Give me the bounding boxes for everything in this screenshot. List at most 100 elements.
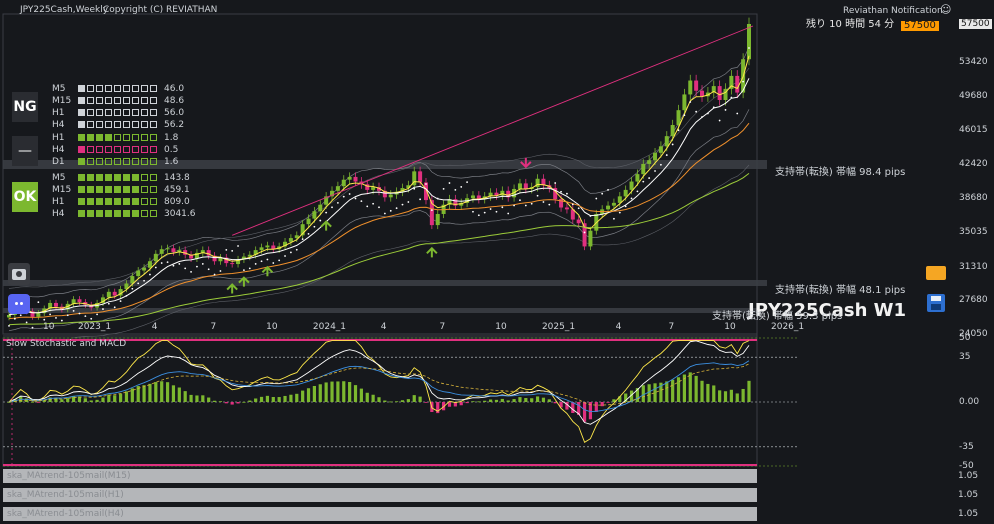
macd-histogram-bar (283, 395, 287, 402)
ma-long-line (8, 172, 750, 326)
osc-tick-label: 35 (959, 352, 971, 363)
candle-body (365, 184, 370, 190)
macd-histogram-bar (171, 385, 176, 402)
sar-dot (618, 211, 621, 214)
price-tick-label: 38680 (959, 193, 988, 204)
sar-dot (613, 217, 615, 220)
sar-dot (689, 101, 692, 103)
macd-histogram-bar (348, 382, 352, 402)
candle-body (159, 249, 164, 254)
macd-histogram-bar (124, 391, 129, 402)
macd-histogram-bar (618, 396, 622, 402)
sar-dot (266, 258, 269, 261)
candle-body (353, 176, 358, 182)
candle-body (142, 267, 147, 271)
candle (124, 280, 129, 293)
ok-row-squares (78, 210, 157, 217)
candle-body (388, 194, 393, 198)
sar-dot (724, 109, 727, 111)
macd-histogram-bar (653, 383, 657, 402)
candle-body (118, 289, 123, 296)
candle-body (330, 190, 335, 197)
candle-body (658, 146, 663, 153)
sar-dot (360, 200, 363, 202)
sar-dot (507, 212, 510, 215)
sar-dot (49, 313, 52, 316)
sar-dot (295, 248, 298, 251)
macd-histogram-bar (254, 398, 258, 402)
time-tick-label: 4 (615, 322, 622, 332)
candle-body (653, 152, 658, 161)
candle-body (200, 250, 205, 253)
macd-histogram-bar (383, 400, 387, 402)
macd-histogram-bar (723, 391, 728, 402)
candle (694, 74, 699, 97)
candle (570, 205, 575, 224)
sar-dot (489, 208, 492, 210)
camera-icon[interactable] (8, 263, 30, 285)
candle-body (617, 196, 622, 203)
indicator-label-m15: ska_MAtrend-105mail(M15) (7, 471, 131, 481)
candle (582, 219, 587, 251)
sar-dot (178, 263, 181, 265)
sar-dot (307, 232, 310, 235)
candle-body (676, 110, 681, 126)
macd-histogram-bar (659, 382, 663, 402)
sar-dot (19, 314, 22, 317)
ng-row-squares (78, 97, 157, 104)
candle (388, 190, 393, 202)
macd-histogram-bar (641, 385, 645, 402)
macd-histogram-bar (195, 395, 199, 402)
macd-histogram-bar (647, 384, 651, 402)
candle (200, 246, 205, 257)
candle (341, 175, 346, 191)
time-tick-label: 7 (668, 322, 675, 332)
macd-histogram-bar (400, 400, 405, 402)
candle (382, 186, 387, 202)
folder-icon[interactable] (926, 266, 946, 280)
candle (194, 249, 199, 263)
sar-dot (460, 186, 463, 188)
candle (171, 244, 176, 256)
candle-body (476, 195, 481, 200)
candle (470, 191, 475, 203)
sar-dot (213, 273, 216, 276)
ng-row-value: 56.0 (164, 108, 185, 118)
price-tick-label: 31310 (959, 261, 988, 272)
candle (676, 104, 681, 131)
sar-dot (119, 300, 122, 303)
sar-dot (665, 154, 668, 156)
sar-dot (219, 270, 222, 272)
discord-icon[interactable] (8, 294, 30, 314)
macd-histogram-bar (676, 377, 681, 402)
macd-histogram-bar (459, 402, 463, 406)
sar-dot (524, 204, 527, 207)
sar-dot (72, 309, 75, 312)
indicator-value-h4: 1.05 (958, 509, 979, 519)
macd-histogram-bar (183, 391, 187, 402)
macd-histogram-bar (259, 396, 264, 402)
sar-dot (366, 205, 369, 208)
save-icon[interactable] (927, 294, 945, 312)
candle (118, 285, 123, 299)
macd-histogram-bar (541, 397, 546, 402)
candle (735, 70, 740, 99)
time-tick-label: 2026_1 (771, 322, 805, 332)
macd-histogram-bar (265, 395, 270, 402)
symbol-title: JPY225Cash,Weekly (20, 5, 109, 15)
subwindow-title: Slow Stochastic and MACD (6, 339, 127, 349)
candle (476, 191, 481, 204)
sar-dot (354, 197, 357, 200)
candle-body (265, 245, 270, 248)
sar-dot (372, 202, 375, 205)
ok-row-tf: M15 (52, 185, 72, 195)
macd-histogram-bar (230, 402, 234, 405)
candle-body (347, 176, 352, 180)
candle-body (194, 252, 199, 259)
candle-body (500, 190, 505, 196)
indicator-bar-h1: ska_MAtrend-105mail(H1) (3, 488, 757, 502)
macd-histogram-bar (218, 401, 223, 403)
macd-histogram-bar (718, 390, 722, 402)
candle-body (664, 136, 669, 147)
macd-histogram-bar (353, 385, 358, 402)
